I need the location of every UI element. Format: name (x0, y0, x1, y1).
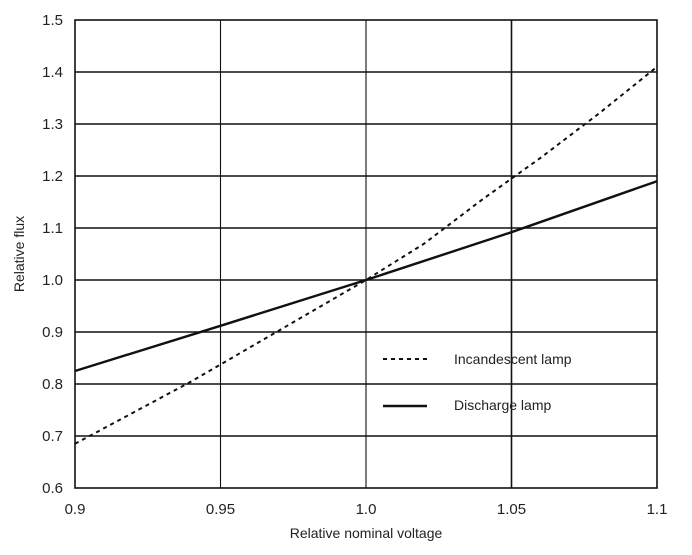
legend-label-discharge: Discharge lamp (454, 397, 551, 413)
tick-labels: 0.9 0.95 1.0 1.05 1.1 0.6 0.7 0.8 0.9 1.0 1.1 1.2 1.… (42, 12, 667, 518)
plot-frame (74, 19, 658, 489)
legend: Incandescent lamp Discharge lamp (383, 351, 572, 413)
y-tick-label: 1.3 (42, 116, 63, 133)
y-tick-label: 0.8 (42, 376, 63, 393)
x-axis-label: Relative nominal voltage (290, 525, 443, 541)
grid (75, 20, 657, 488)
series-line-discharge (74, 180, 658, 373)
x-tick-label: 0.9 (65, 501, 86, 518)
x-tick-label: 0.95 (206, 501, 235, 518)
y-tick-label: 0.6 (42, 480, 63, 497)
y-tick-label: 0.7 (42, 428, 63, 445)
y-tick-label: 1.4 (42, 64, 63, 81)
x-tick-label: 1.05 (497, 501, 526, 518)
series-line-incandescent (74, 66, 658, 445)
y-tick-label: 1.0 (42, 272, 63, 289)
y-tick-label: 0.9 (42, 324, 63, 341)
series-layer (74, 66, 658, 445)
y-tick-label: 1.5 (42, 12, 63, 29)
x-tick-label: 1.0 (356, 501, 377, 518)
y-axis-label: Relative flux (11, 216, 27, 292)
x-tick-label: 1.1 (647, 501, 668, 518)
legend-label-incandescent: Incandescent lamp (454, 351, 572, 367)
y-tick-label: 1.1 (42, 220, 63, 237)
y-tick-label: 1.2 (42, 168, 63, 185)
